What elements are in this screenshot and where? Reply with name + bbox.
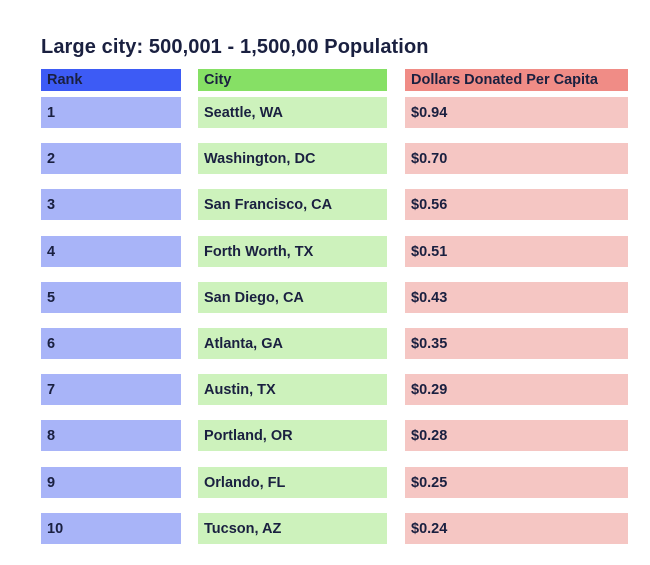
header-city: City xyxy=(198,69,387,91)
city-cell: Seattle, WA xyxy=(198,97,387,128)
header-dollars-per-capita: Dollars Donated Per Capita xyxy=(405,69,628,91)
dollars-per-capita-cell: $0.51 xyxy=(405,236,628,267)
rank-cell: 10 xyxy=(41,513,181,544)
dollars-per-capita-cell: $0.28 xyxy=(405,420,628,451)
city-cell: Orlando, FL xyxy=(198,467,387,498)
rank-cell: 7 xyxy=(41,374,181,405)
rank-cell: 3 xyxy=(41,189,181,220)
city-cell: San Diego, CA xyxy=(198,282,387,313)
rank-cell: 6 xyxy=(41,328,181,359)
dollars-per-capita-cell: $0.94 xyxy=(405,97,628,128)
dollars-per-capita-cell: $0.43 xyxy=(405,282,628,313)
city-cell: Portland, OR xyxy=(198,420,387,451)
dollars-per-capita-cell: $0.35 xyxy=(405,328,628,359)
rank-cell: 8 xyxy=(41,420,181,451)
dollars-per-capita-cell: $0.25 xyxy=(405,467,628,498)
city-cell: San Francisco, CA xyxy=(198,189,387,220)
rank-cell: 1 xyxy=(41,97,181,128)
city-cell: Atlanta, GA xyxy=(198,328,387,359)
city-cell: Forth Worth, TX xyxy=(198,236,387,267)
table-title: Large city: 500,001 - 1,500,00 Populatio… xyxy=(41,36,429,58)
dollars-per-capita-cell: $0.56 xyxy=(405,189,628,220)
header-rank: Rank xyxy=(41,69,181,91)
dollars-per-capita-cell: $0.29 xyxy=(405,374,628,405)
rank-cell: 2 xyxy=(41,143,181,174)
city-cell: Washington, DC xyxy=(198,143,387,174)
rank-cell: 9 xyxy=(41,467,181,498)
city-cell: Tucson, AZ xyxy=(198,513,387,544)
dollars-per-capita-cell: $0.24 xyxy=(405,513,628,544)
rank-cell: 5 xyxy=(41,282,181,313)
rank-cell: 4 xyxy=(41,236,181,267)
dollars-per-capita-cell: $0.70 xyxy=(405,143,628,174)
city-cell: Austin, TX xyxy=(198,374,387,405)
